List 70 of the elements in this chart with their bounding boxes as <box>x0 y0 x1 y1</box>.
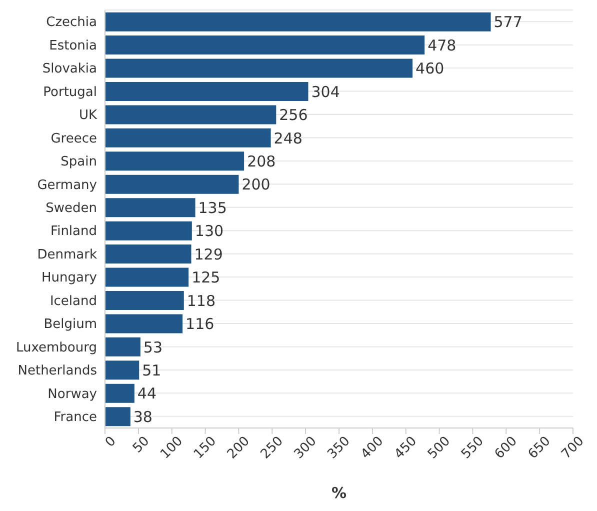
data-label: 208 <box>247 152 276 170</box>
y-tick-label: Belgium <box>44 317 97 332</box>
data-label: 38 <box>133 408 152 426</box>
bar <box>105 244 192 264</box>
data-label: 200 <box>242 176 270 194</box>
bar <box>105 314 183 334</box>
x-tick-label: 450 <box>392 434 420 462</box>
x-tick-label: 400 <box>358 434 387 462</box>
bar <box>105 174 239 194</box>
y-tick-label: Netherlands <box>18 364 98 379</box>
bar <box>105 337 140 356</box>
x-tick-label: 0 <box>102 434 120 450</box>
x-tick-label: 650 <box>526 434 554 462</box>
data-label: 130 <box>194 222 224 240</box>
y-tick-label: Denmark <box>37 247 98 262</box>
x-tick-label: 550 <box>458 434 487 462</box>
y-tick-label: Finland <box>50 224 97 240</box>
x-tick-label: 150 <box>191 434 220 462</box>
y-tick-label: Hungary <box>41 270 98 286</box>
bar <box>105 198 196 218</box>
x-tick-label: 250 <box>258 434 286 462</box>
bar <box>105 152 244 171</box>
bar <box>105 105 276 124</box>
y-tick-label: France <box>54 410 97 426</box>
data-label: 51 <box>142 361 162 380</box>
x-tick-label: 300 <box>292 434 320 462</box>
data-label: 304 <box>311 82 340 101</box>
y-tick-label: Sweden <box>46 201 97 216</box>
data-label: 118 <box>186 292 216 310</box>
data-label: 478 <box>428 36 456 54</box>
data-label: 577 <box>494 13 522 32</box>
data-label: 116 <box>186 315 214 334</box>
data-label: 135 <box>198 198 227 217</box>
y-tick-label: Iceland <box>50 294 97 309</box>
y-tick-label: Germany <box>37 178 98 193</box>
data-label: 460 <box>416 60 444 78</box>
bar <box>105 407 130 426</box>
y-tick-label: Norway <box>48 386 98 402</box>
y-tick-label: Luxembourg <box>16 340 97 356</box>
data-label: 129 <box>194 245 223 264</box>
y-tick-label: Estonia <box>49 38 97 54</box>
x-tick-label: 600 <box>492 434 520 462</box>
x-tick-label: 350 <box>324 434 354 462</box>
bar <box>105 82 308 101</box>
bar <box>105 290 184 310</box>
y-tick-label: Greece <box>50 131 97 146</box>
x-tick-label: 200 <box>224 434 253 462</box>
x-axis-title: % <box>331 484 347 502</box>
x-tick-label: 100 <box>158 434 186 462</box>
bar <box>105 128 271 148</box>
x-tick-label: 700 <box>558 434 588 462</box>
data-label: 44 <box>137 384 157 403</box>
data-label: 125 <box>192 268 220 287</box>
bar <box>105 221 192 240</box>
bar <box>105 12 491 32</box>
y-tick-label: UK <box>78 108 98 124</box>
bar <box>105 268 189 287</box>
data-label: 53 <box>143 338 163 356</box>
bar <box>105 36 425 55</box>
x-tick-label: 500 <box>425 434 454 462</box>
y-tick-label: Slovakia <box>42 62 97 77</box>
bar <box>105 384 134 403</box>
y-tick-label: Spain <box>60 154 97 170</box>
data-label: 248 <box>274 129 302 148</box>
bar <box>105 360 140 380</box>
y-tick-label: Portugal <box>43 84 97 100</box>
x-tick-label: 50 <box>130 434 153 456</box>
bar <box>105 58 413 78</box>
y-tick-label: Czechia <box>46 15 97 30</box>
data-label: 256 <box>279 106 308 124</box>
